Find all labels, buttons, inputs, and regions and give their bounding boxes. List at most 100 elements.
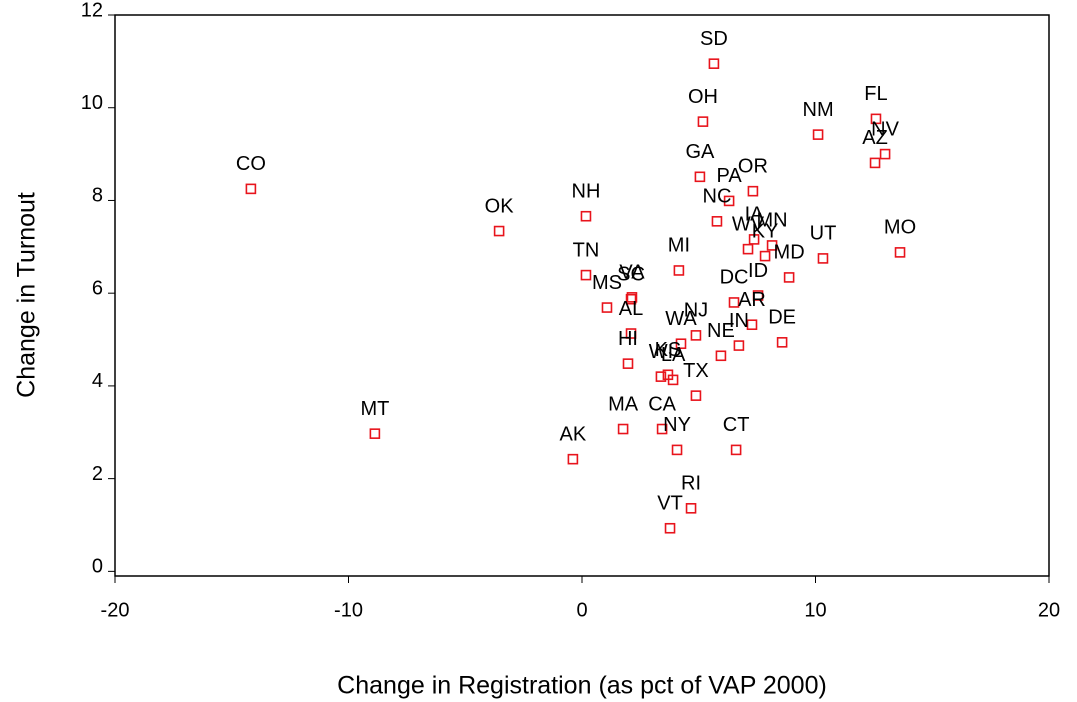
point [625, 328, 637, 339]
point-label: WV [732, 213, 765, 235]
point-label: NV [871, 118, 899, 140]
point-label: IN [729, 310, 749, 332]
point [671, 444, 683, 456]
point [667, 374, 679, 386]
point [752, 290, 764, 301]
point-label: HI [618, 328, 638, 350]
point [675, 338, 687, 350]
point [742, 243, 754, 255]
point-label: MI [668, 235, 690, 257]
x-tick-label: 0 [576, 599, 587, 621]
point-label: UT [810, 223, 837, 245]
point-label: MO [884, 217, 916, 239]
point [664, 522, 676, 534]
point [601, 302, 613, 313]
y-tick-label: 0 [92, 556, 103, 578]
point-label: MS [592, 272, 622, 294]
point [567, 453, 579, 465]
point-label: CT [723, 414, 750, 436]
point [817, 253, 829, 264]
y-tick-label: 12 [81, 0, 103, 21]
point [369, 428, 381, 439]
point-label: MA [608, 393, 639, 415]
point [617, 423, 629, 435]
point-label: AL [619, 298, 643, 320]
y-tick-label: 2 [92, 463, 103, 485]
plot-frame [114, 14, 1050, 577]
y-tick-label: 10 [81, 92, 103, 114]
point-label: IA [745, 204, 765, 226]
point-label: NH [572, 180, 601, 202]
point [812, 129, 824, 140]
point-label: KY [752, 220, 779, 242]
y-axis-title: Change in Turnout [13, 192, 41, 398]
point-label: TN [573, 239, 600, 261]
point [894, 247, 906, 258]
point-label: MD [774, 242, 805, 264]
point [711, 216, 723, 227]
point [746, 319, 758, 331]
point [622, 358, 634, 369]
point [625, 293, 637, 305]
point-label: CO [236, 153, 266, 175]
point-label: DC [720, 267, 749, 289]
point-label: AR [738, 289, 766, 311]
point [690, 330, 702, 341]
point [673, 265, 685, 276]
point [723, 195, 735, 207]
point [580, 269, 592, 281]
point [245, 183, 257, 195]
point-label: KS [655, 339, 682, 361]
point-label: MT [360, 398, 389, 420]
point [776, 337, 788, 348]
point-label: NY [663, 414, 691, 436]
point-label: DE [768, 307, 796, 329]
point [748, 234, 760, 245]
point [690, 390, 702, 401]
point [655, 371, 667, 382]
point [580, 210, 592, 222]
point [697, 116, 709, 127]
point-label: AZ [862, 127, 888, 149]
point [730, 444, 742, 456]
x-tick-label: -20 [101, 599, 130, 621]
point [708, 58, 720, 69]
x-tick-label: -10 [334, 599, 363, 621]
y-tick-label: 8 [92, 185, 103, 207]
point [728, 297, 740, 308]
y-tick-label: 6 [92, 277, 103, 299]
point-label: VT [657, 493, 683, 515]
point-label: VA [619, 262, 645, 284]
x-axis-title: Change in Registration (as pct of VAP 20… [337, 672, 827, 700]
point-label: LA [661, 344, 686, 366]
point [766, 240, 778, 251]
point-label: OK [485, 195, 515, 217]
point-label: CA [648, 393, 676, 415]
point [870, 113, 882, 125]
point [626, 292, 638, 303]
point-label: WI [649, 341, 673, 363]
point-label: WA [665, 308, 697, 330]
point [759, 250, 771, 262]
point-label: SC [617, 263, 645, 285]
point [733, 340, 745, 351]
point-label: NE [707, 320, 735, 342]
point-label: NJ [684, 300, 708, 322]
point-label: OH [688, 86, 718, 108]
point-label: AK [560, 423, 587, 445]
point-label: PA [717, 165, 743, 187]
point-label: GA [685, 141, 715, 163]
point [493, 225, 505, 237]
point-label: MN [757, 210, 788, 232]
point [656, 423, 668, 435]
point-label: NC [703, 186, 732, 208]
point [685, 503, 697, 514]
x-tick-label: 10 [804, 599, 826, 621]
point [869, 157, 881, 169]
point [694, 171, 706, 183]
point [783, 272, 795, 283]
point-label: SD [700, 28, 728, 50]
point-label: TX [683, 360, 709, 382]
